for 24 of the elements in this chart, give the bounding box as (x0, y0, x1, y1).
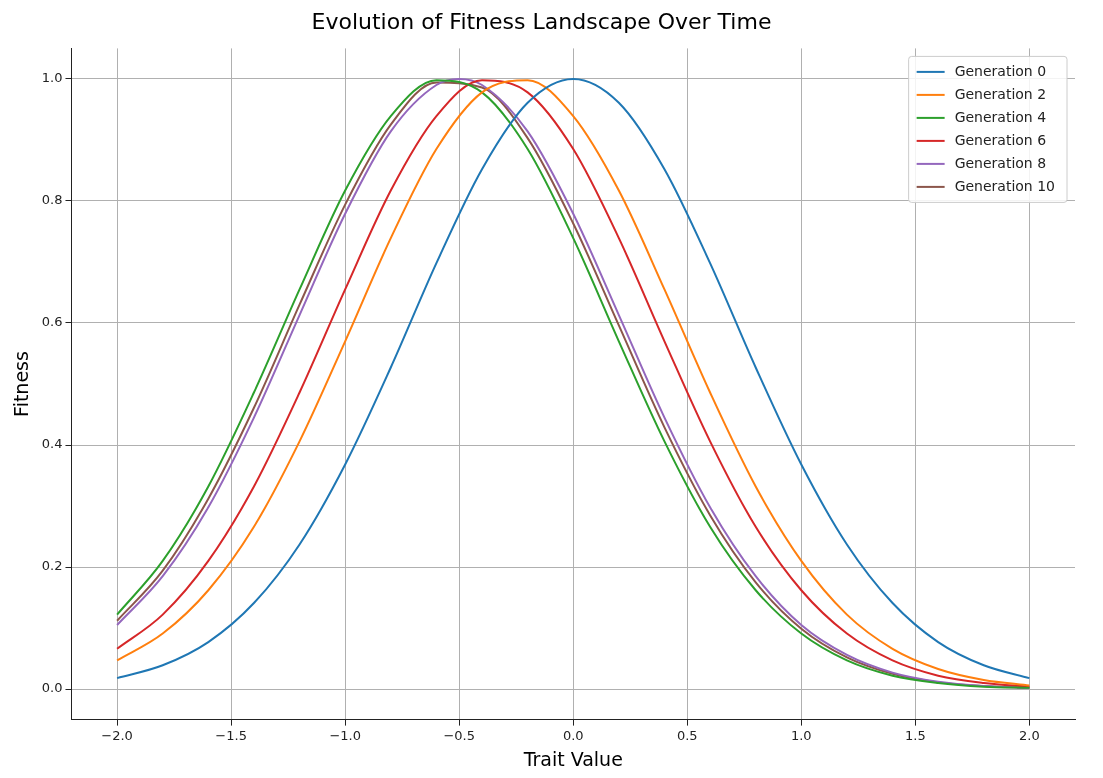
y-tick-label: 1.0 (41, 70, 63, 86)
x-tick-label: 0.0 (562, 727, 584, 743)
y-axis-title: Fitness (10, 351, 33, 417)
x-axis-title: Trait Value (522, 747, 623, 770)
legend-label: Generation 4 (954, 108, 1047, 125)
y-tick-label: 0.2 (41, 558, 63, 574)
legend-label: Generation 6 (954, 131, 1047, 148)
chart-title: Evolution of Fitness Landscape Over Time (311, 8, 772, 34)
x-tick-label: −1.0 (329, 727, 361, 743)
legend-label: Generation 0 (954, 62, 1047, 79)
x-tick-label: −2.0 (101, 727, 133, 743)
y-tick-label: 0.0 (41, 680, 63, 696)
x-tick-label: 1.5 (905, 727, 926, 743)
y-tick-label: 0.6 (41, 314, 63, 330)
x-tick-label: −0.5 (443, 727, 475, 743)
y-tick-label: 0.8 (41, 192, 63, 208)
x-tick-label: 0.5 (676, 727, 698, 743)
legend-label: Generation 8 (954, 154, 1047, 171)
x-tick-label: 1.0 (790, 727, 812, 743)
x-tick-label: 2.0 (1019, 727, 1040, 743)
legend-label: Generation 2 (954, 85, 1047, 102)
legend-label: Generation 10 (954, 177, 1056, 194)
y-tick-label: 0.4 (41, 436, 63, 452)
x-tick-label: −1.5 (215, 727, 247, 743)
